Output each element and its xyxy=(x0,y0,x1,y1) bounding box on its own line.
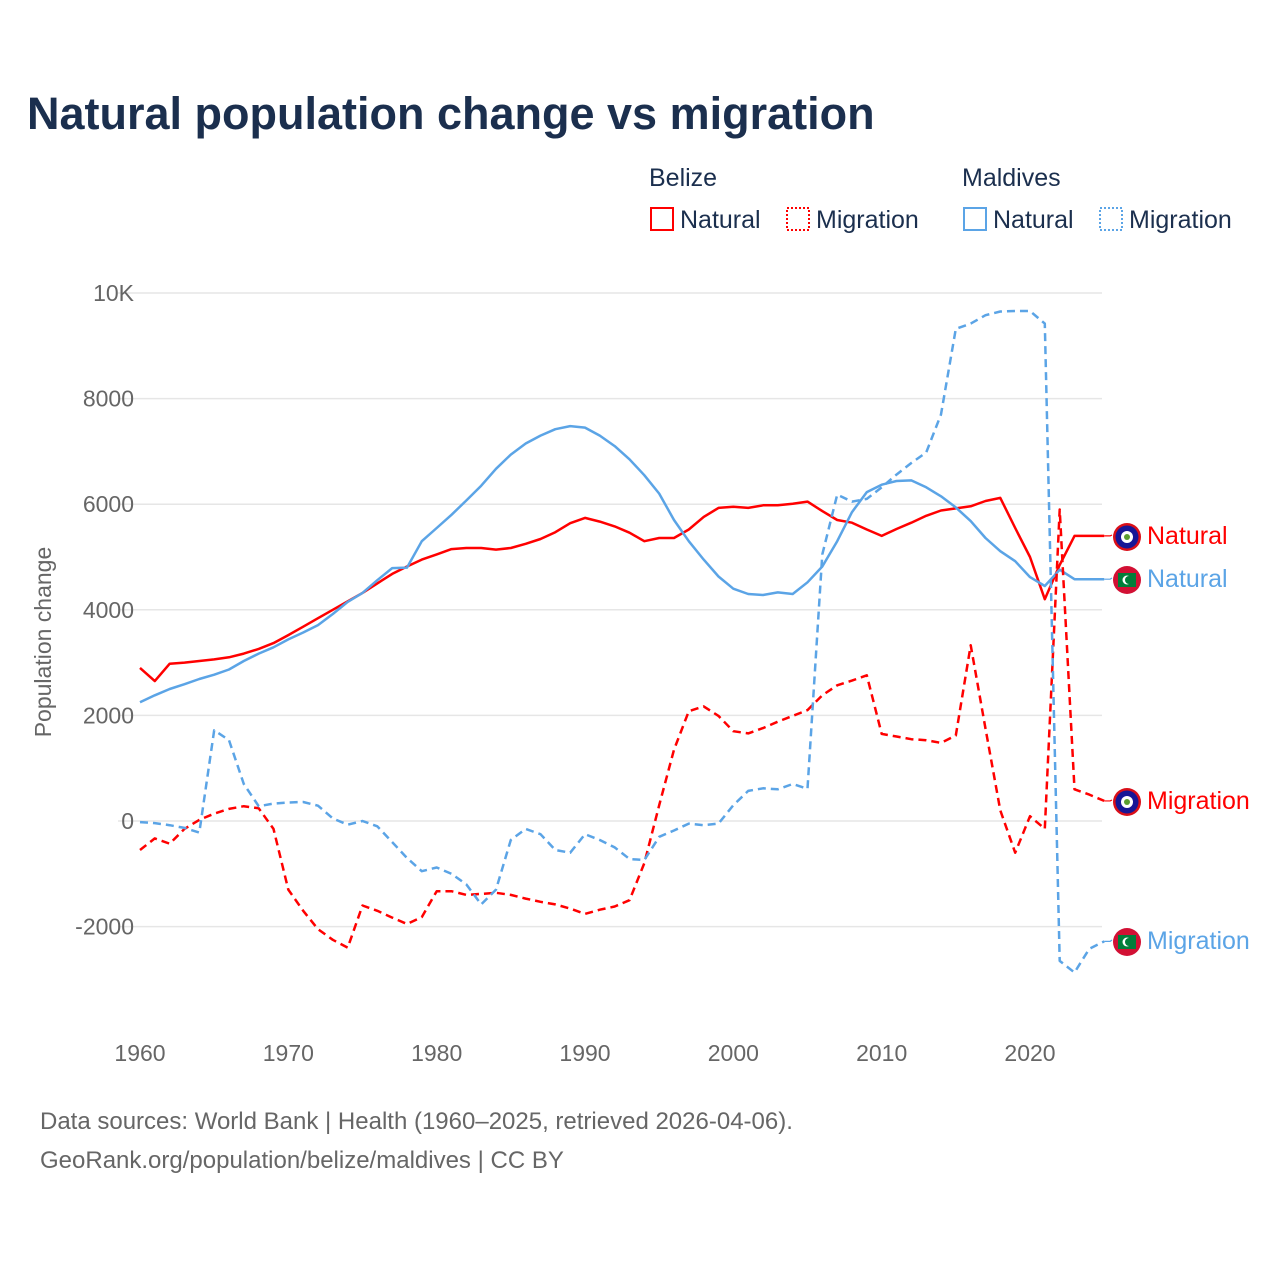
x-tick-label: 1960 xyxy=(114,1040,165,1066)
series-line-maldives-natural xyxy=(139,424,1105,704)
x-tick-label: 1990 xyxy=(559,1040,610,1066)
flag-emblem-center xyxy=(1124,799,1130,805)
legend-item-maldives-natural: Natural xyxy=(993,206,1074,234)
series-line-belize-migration xyxy=(139,508,1105,949)
x-tick-label: 1980 xyxy=(411,1040,462,1066)
footer-link[interactable]: GeoRank.org/population/belize/maldives |… xyxy=(40,1147,564,1174)
y-tick-label: 0 xyxy=(121,808,134,834)
y-tick-label: 8000 xyxy=(83,386,134,412)
series-line-belize-natural xyxy=(139,496,1105,683)
flag-crescent-cut xyxy=(1125,576,1133,584)
chart-title: Natural population change vs migration xyxy=(27,88,875,139)
x-tick-label: 2000 xyxy=(708,1040,759,1066)
belize-flag-icon xyxy=(1113,523,1141,551)
legend: Belize Natural Migration Maldives Natura… xyxy=(649,164,1232,234)
y-tick-label: -2000 xyxy=(75,914,134,940)
y-tick-label: 6000 xyxy=(83,491,134,517)
end-label-connector xyxy=(1104,799,1113,802)
legend-item-belize-migration: Migration xyxy=(816,206,919,234)
end-label-maldives-natural: Natural xyxy=(1147,565,1228,593)
legend-item-belize-natural: Natural xyxy=(680,206,761,234)
end-label-connector xyxy=(1104,577,1113,580)
y-tick-label: 2000 xyxy=(83,702,134,728)
flag-emblem-center xyxy=(1124,534,1130,540)
end-label-connector xyxy=(1104,534,1113,537)
x-tick-label: 2020 xyxy=(1004,1040,1055,1066)
legend-group-belize: Belize xyxy=(649,164,717,192)
end-label-maldives-migration: Migration xyxy=(1147,927,1250,955)
legend-swatch-belize-migration xyxy=(786,207,810,231)
end-label-connector xyxy=(1104,939,1113,942)
end-label-belize-natural: Natural xyxy=(1147,522,1228,550)
maldives-flag-icon xyxy=(1113,566,1141,594)
flag-crescent-cut xyxy=(1125,938,1133,946)
y-tick-label: 10K xyxy=(93,280,135,306)
y-axis-label: Population change xyxy=(30,547,56,738)
legend-swatch-belize-natural xyxy=(650,207,674,231)
maldives-flag-icon xyxy=(1113,928,1141,956)
y-tick-label: 4000 xyxy=(83,597,134,623)
x-tick-label: 1970 xyxy=(263,1040,314,1066)
x-tick-label: 2010 xyxy=(856,1040,907,1066)
legend-swatch-maldives-natural xyxy=(963,207,987,231)
series-line-maldives-migration xyxy=(139,309,1105,974)
footer-sources: Data sources: World Bank | Health (1960–… xyxy=(40,1108,793,1135)
belize-flag-icon xyxy=(1113,788,1141,816)
legend-item-maldives-migration: Migration xyxy=(1129,206,1232,234)
end-label-belize-migration: Migration xyxy=(1147,787,1250,815)
legend-group-maldives: Maldives xyxy=(962,164,1061,192)
legend-swatch-maldives-migration xyxy=(1099,207,1123,231)
